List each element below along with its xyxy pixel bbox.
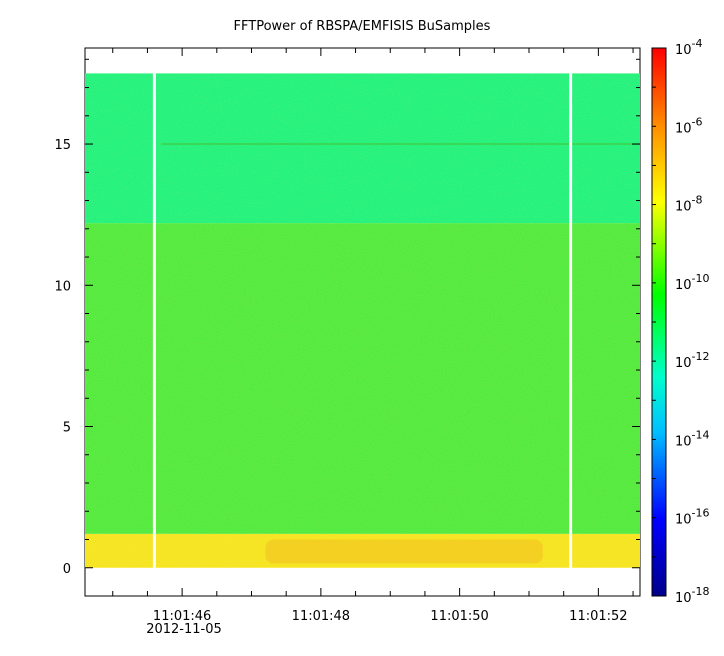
chart-title: FFTPower of RBSPA/EMFISIS BuSamples [234,19,491,34]
colorbar-tick-label: 10-10 [675,272,710,293]
x-tick-label: 11:01:50 [430,609,488,624]
colorbar-ticks: 10-4 10-6 10-8 10-10 10-12 10-14 10-16 10-18 [652,37,710,606]
x-tick-label: 11:01:52 [569,609,627,624]
gap-1 [569,73,573,568]
x-date-label: 2012-11-05 [146,622,222,637]
colorbar-tick-label: 10-12 [675,350,710,371]
colorbar-tick-label: 10-18 [675,585,710,606]
y-tick-label: 10 [54,279,71,294]
colorbar-tick-label: 10-14 [675,428,710,449]
colorbar-tick-label: 10-16 [675,507,710,528]
colorbar-tick-label: 10-4 [675,37,703,58]
y-tick-label: 5 [63,421,71,436]
colorbar-tick-label: 10-8 [675,194,703,215]
gap-0 [152,73,156,568]
colorbar-tick-label: 10-6 [675,115,703,136]
y-tick-label: 0 [63,562,71,577]
intense-patch [265,539,543,564]
y-tick-label: 15 [54,138,71,153]
y-axis: 0 5 10 15 [54,58,640,577]
spectrogram-texture [85,73,640,568]
x-tick-label: 11:01:46 [153,609,211,624]
spectrogram [85,73,640,568]
data-gaps [152,73,573,568]
x-tick-label: 11:01:48 [292,609,350,624]
x-axis: 11:01:46 11:01:48 11:01:50 11:01:52 [112,48,634,624]
